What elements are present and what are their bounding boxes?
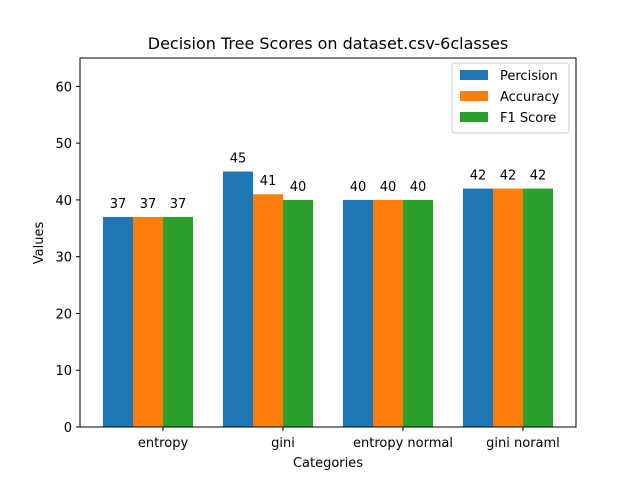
y-tick-label: 10 (55, 364, 72, 379)
legend-entry-label: Accuracy (500, 90, 560, 105)
bar-value-label: 42 (470, 169, 487, 184)
bar-f1-score-gini (283, 199, 313, 427)
bar-percision-entropy-normal (343, 199, 373, 427)
bar-accuracy-gini-noraml (493, 188, 523, 427)
bar-value-label: 45 (230, 152, 247, 167)
legend-swatch (460, 70, 488, 80)
x-tick-label: gini noraml (486, 436, 560, 451)
bar-accuracy-entropy-normal (373, 199, 403, 427)
y-tick-label: 0 (64, 421, 72, 436)
y-axis-label: Values (32, 222, 47, 265)
bar-value-label: 41 (260, 174, 277, 189)
bar-percision-gini-noraml (463, 188, 493, 427)
legend-swatch (460, 112, 488, 122)
bar-f1-score-entropy (163, 216, 193, 427)
bar-percision-gini (223, 171, 253, 427)
x-tick-label: gini (271, 436, 295, 451)
legend-entry-label: Percision (500, 69, 558, 84)
bar-value-label: 40 (410, 180, 427, 195)
legend: Percision Accuracy F1 Score (451, 62, 570, 134)
x-tick-label: entropy normal (353, 436, 453, 451)
legend-entry-label: F1 Score (500, 111, 556, 126)
y-tick-label: 40 (55, 194, 72, 209)
y-tick-label: 30 (55, 251, 72, 266)
bar-value-label: 42 (500, 169, 517, 184)
bar-f1-score-entropy-normal (403, 199, 433, 427)
bar-value-label: 40 (380, 180, 397, 195)
bar-accuracy-entropy (133, 216, 163, 427)
bar-value-label: 40 (350, 180, 367, 195)
bar-value-label: 37 (170, 197, 187, 212)
plot-area: 37 45 40 42 37 41 40 42 37 40 40 42 0 10 20 30 40 50 60 ent… (55, 57, 577, 451)
axes-frame (79, 57, 577, 428)
legend-swatch (460, 91, 488, 101)
bar-percision-entropy (103, 216, 133, 427)
bar-f1-score-gini-noraml (523, 188, 553, 427)
y-tick-label: 50 (55, 137, 72, 152)
x-axis-label: Categories (293, 456, 363, 471)
y-tick-label: 20 (55, 307, 72, 322)
bar-value-label: 40 (290, 180, 307, 195)
bar-value-label: 37 (140, 197, 157, 212)
bar-accuracy-gini (253, 194, 283, 427)
y-tick-label: 60 (55, 80, 72, 95)
bar-value-label: 42 (530, 169, 547, 184)
x-tick-label: entropy (138, 436, 189, 451)
chart-title: Decision Tree Scores on dataset.csv-6cla… (148, 34, 508, 53)
bar-value-label: 37 (110, 197, 127, 212)
